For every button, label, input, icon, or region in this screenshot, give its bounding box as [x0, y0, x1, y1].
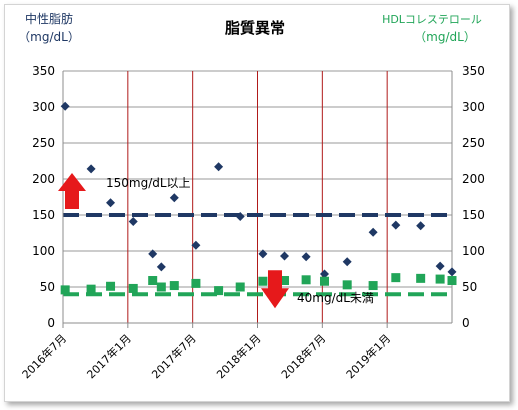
triglyceride-point — [368, 227, 378, 237]
y-tick-label-right: 300 — [462, 100, 485, 114]
right-axis-label-line1: HDLコレステロール — [382, 13, 482, 26]
x-tick-label: 2016年7月 — [19, 331, 69, 381]
y-tick-label-right: 100 — [462, 244, 485, 258]
triglyceride-point — [280, 251, 290, 261]
y-tick-label-left: 50 — [40, 280, 55, 294]
hdl-point — [301, 275, 311, 285]
up-arrow-icon — [58, 173, 86, 209]
y-tick-label-left: 0 — [47, 316, 55, 330]
y-tick-label-right: 350 — [462, 64, 485, 78]
triglyceride-point — [235, 211, 245, 221]
triglyceride-point — [258, 249, 268, 259]
threshold-label-low: 40mg/dL未満 — [297, 291, 374, 305]
right-axis-label-line2: （mg/dL） — [414, 30, 476, 44]
x-tick-label: 2018年1月 — [213, 331, 263, 381]
triglyceride-point — [191, 240, 201, 250]
triglyceride-point — [214, 162, 224, 172]
y-tick-label-right: 250 — [462, 136, 485, 150]
left-axis-label-line2: （mg/dL） — [18, 30, 80, 44]
chart-title: 脂質異常 — [225, 19, 285, 37]
hdl-point — [128, 283, 138, 293]
triglyceride-point — [435, 261, 445, 271]
x-tick-label: 2018年7月 — [278, 331, 328, 381]
y-tick-label-left: 100 — [32, 244, 55, 258]
triglyceride-point — [60, 101, 70, 111]
triglyceride-point — [86, 164, 96, 174]
x-tick-label: 2017年1月 — [84, 331, 134, 381]
hdl-point — [435, 274, 445, 284]
chart-frame: 脂質異常 中性脂肪 （mg/dL） HDLコレステロール （mg/dL） 0 0 5… — [4, 4, 510, 402]
y-tick-label-right: 0 — [462, 316, 470, 330]
x-tick-label: 2017年7月 — [149, 331, 199, 381]
triglyceride-point — [319, 269, 329, 279]
threshold-label-high: 150mg/dL以上 — [106, 176, 191, 190]
hdl-point — [169, 281, 179, 291]
hdl-point — [235, 282, 245, 292]
triglyceride-point — [416, 221, 426, 231]
hdl-point — [416, 273, 426, 283]
left-axis-label-line1: 中性脂肪 — [25, 11, 73, 26]
lipid-chart: 脂質異常 中性脂肪 （mg/dL） HDLコレステロール （mg/dL） 0 0 5… — [18, 11, 485, 381]
y-tick-label-right: 150 — [462, 208, 485, 222]
hdl-point — [148, 276, 158, 286]
hdl-point — [368, 281, 378, 291]
y-tick-label-left: 300 — [32, 100, 55, 114]
y-tick-label-left: 200 — [32, 172, 55, 186]
triglyceride-point — [447, 267, 457, 277]
hdl-point — [214, 286, 224, 296]
triglyceride-point — [128, 216, 138, 226]
hdl-point — [342, 280, 352, 290]
hdl-point — [447, 276, 457, 286]
triglyceride-point — [106, 198, 116, 208]
triglyceride-point — [391, 220, 401, 230]
x-tick-label: 2019年1月 — [343, 331, 393, 381]
hdl-point — [280, 276, 290, 286]
hdl-point — [106, 281, 116, 291]
triglyceride-point — [342, 257, 352, 267]
y-tick-label-left: 250 — [32, 136, 55, 150]
y-tick-label-left: 350 — [32, 64, 55, 78]
y-tick-label-left: 150 — [32, 208, 55, 222]
hdl-point — [156, 282, 166, 292]
triglyceride-point — [148, 249, 158, 259]
hdl-point — [60, 285, 70, 295]
triglyceride-point — [169, 193, 179, 203]
triglyceride-point — [301, 252, 311, 262]
triglyceride-point — [156, 262, 166, 272]
hdl-point — [258, 276, 268, 286]
hdl-point — [86, 284, 96, 294]
hdl-point — [319, 276, 329, 286]
down-arrow-icon — [261, 270, 289, 309]
hdl-point — [391, 273, 401, 283]
y-tick-label-right: 50 — [462, 280, 477, 294]
y-tick-label-right: 200 — [462, 172, 485, 186]
hdl-point — [191, 278, 201, 288]
